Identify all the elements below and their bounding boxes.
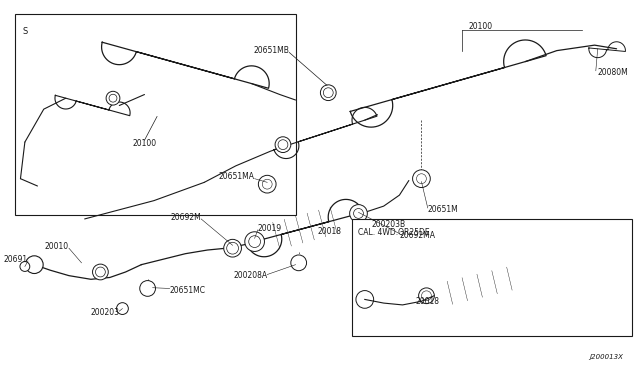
Circle shape: [422, 291, 431, 301]
Text: 200203B: 200203B: [371, 220, 405, 229]
Circle shape: [95, 267, 106, 277]
Text: 20010: 20010: [45, 242, 69, 251]
Text: 200208A: 200208A: [233, 271, 268, 280]
Text: 20100: 20100: [468, 22, 493, 31]
Circle shape: [323, 88, 333, 97]
Polygon shape: [102, 42, 269, 88]
Circle shape: [278, 140, 288, 150]
Text: CAL. 4WD.QR25DE: CAL. 4WD.QR25DE: [358, 228, 430, 237]
Polygon shape: [350, 40, 546, 127]
Text: 20080M: 20080M: [598, 68, 628, 77]
Polygon shape: [589, 42, 625, 58]
Circle shape: [353, 209, 364, 218]
Circle shape: [259, 175, 276, 193]
Text: 20018: 20018: [416, 297, 440, 306]
Text: J200013X: J200013X: [589, 354, 623, 360]
Circle shape: [417, 174, 426, 184]
Circle shape: [140, 280, 156, 296]
Text: S: S: [23, 27, 28, 36]
Text: 20651M: 20651M: [428, 205, 458, 214]
Text: 20651MB: 20651MB: [253, 46, 289, 55]
Circle shape: [413, 170, 430, 187]
Circle shape: [224, 239, 241, 257]
Polygon shape: [422, 260, 538, 311]
Polygon shape: [274, 108, 377, 158]
Circle shape: [349, 205, 367, 222]
Circle shape: [20, 262, 30, 272]
Circle shape: [419, 288, 435, 304]
Circle shape: [275, 137, 291, 153]
Text: 200203: 200203: [90, 308, 119, 317]
Circle shape: [262, 179, 272, 189]
Text: 20019: 20019: [258, 224, 282, 232]
Circle shape: [26, 256, 43, 273]
Text: 20651MA: 20651MA: [219, 172, 255, 182]
Circle shape: [116, 303, 129, 314]
Circle shape: [356, 291, 374, 308]
Text: 20018: 20018: [317, 227, 342, 236]
Polygon shape: [247, 199, 363, 257]
Circle shape: [244, 232, 264, 251]
Circle shape: [93, 264, 108, 280]
Circle shape: [249, 236, 260, 247]
Text: 20691: 20691: [4, 255, 28, 264]
Circle shape: [227, 242, 239, 254]
Circle shape: [106, 91, 120, 105]
Text: 20651MC: 20651MC: [170, 286, 205, 295]
Text: 20692M: 20692M: [170, 213, 201, 222]
Circle shape: [291, 255, 307, 271]
Polygon shape: [55, 95, 130, 116]
Text: 20692MA: 20692MA: [399, 231, 435, 240]
Circle shape: [109, 94, 117, 102]
FancyBboxPatch shape: [352, 219, 632, 336]
Circle shape: [321, 85, 336, 100]
Text: 20100: 20100: [132, 140, 157, 148]
